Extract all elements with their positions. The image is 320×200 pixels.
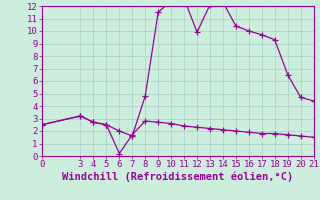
X-axis label: Windchill (Refroidissement éolien,°C): Windchill (Refroidissement éolien,°C): [62, 172, 293, 182]
